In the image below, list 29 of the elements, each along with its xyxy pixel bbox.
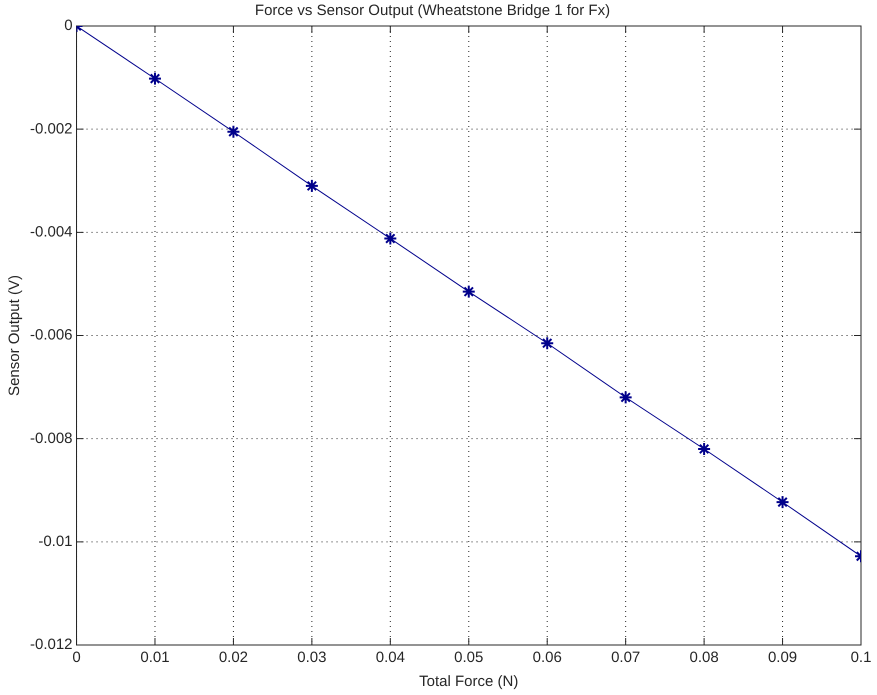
- x-tick-label: 0.08: [690, 649, 719, 666]
- point: [776, 495, 790, 510]
- point: [148, 72, 162, 86]
- point: [618, 390, 633, 404]
- y-tick-label: 0: [64, 17, 73, 34]
- x-tick-label: 0.02: [218, 649, 248, 666]
- point: [226, 124, 240, 139]
- y-tick-label: -0.01: [38, 532, 73, 550]
- x-tick-label: 0.1: [850, 649, 872, 666]
- y-axis-title: Sensor Output (V): [6, 275, 24, 396]
- point: [697, 442, 712, 456]
- point: [462, 284, 476, 299]
- x-tick-label: 0.01: [140, 649, 170, 666]
- y-tick-label: -0.006: [30, 326, 73, 344]
- y-tick-label: -0.008: [30, 430, 73, 447]
- x-tick-label: 0.07: [611, 649, 640, 666]
- x-axis-title: Total Force (N): [419, 673, 518, 690]
- point: [540, 336, 554, 350]
- y-tick-label: -0.012: [30, 636, 73, 654]
- x-tick-label: 0.04: [376, 649, 405, 666]
- point: [304, 178, 319, 193]
- point: [383, 232, 398, 246]
- y-tick-label: -0.002: [30, 120, 73, 138]
- x-tick-label: 0.03: [297, 649, 326, 666]
- x-tick-label: 0.06: [532, 649, 562, 666]
- chart-title: Force vs Sensor Output (Wheatstone Bridge 1 for Fx): [254, 2, 610, 20]
- x-tick-label: 0.09: [768, 649, 798, 666]
- y-tick-label: -0.004: [30, 223, 73, 240]
- x-tick-label: 0.05: [454, 649, 484, 666]
